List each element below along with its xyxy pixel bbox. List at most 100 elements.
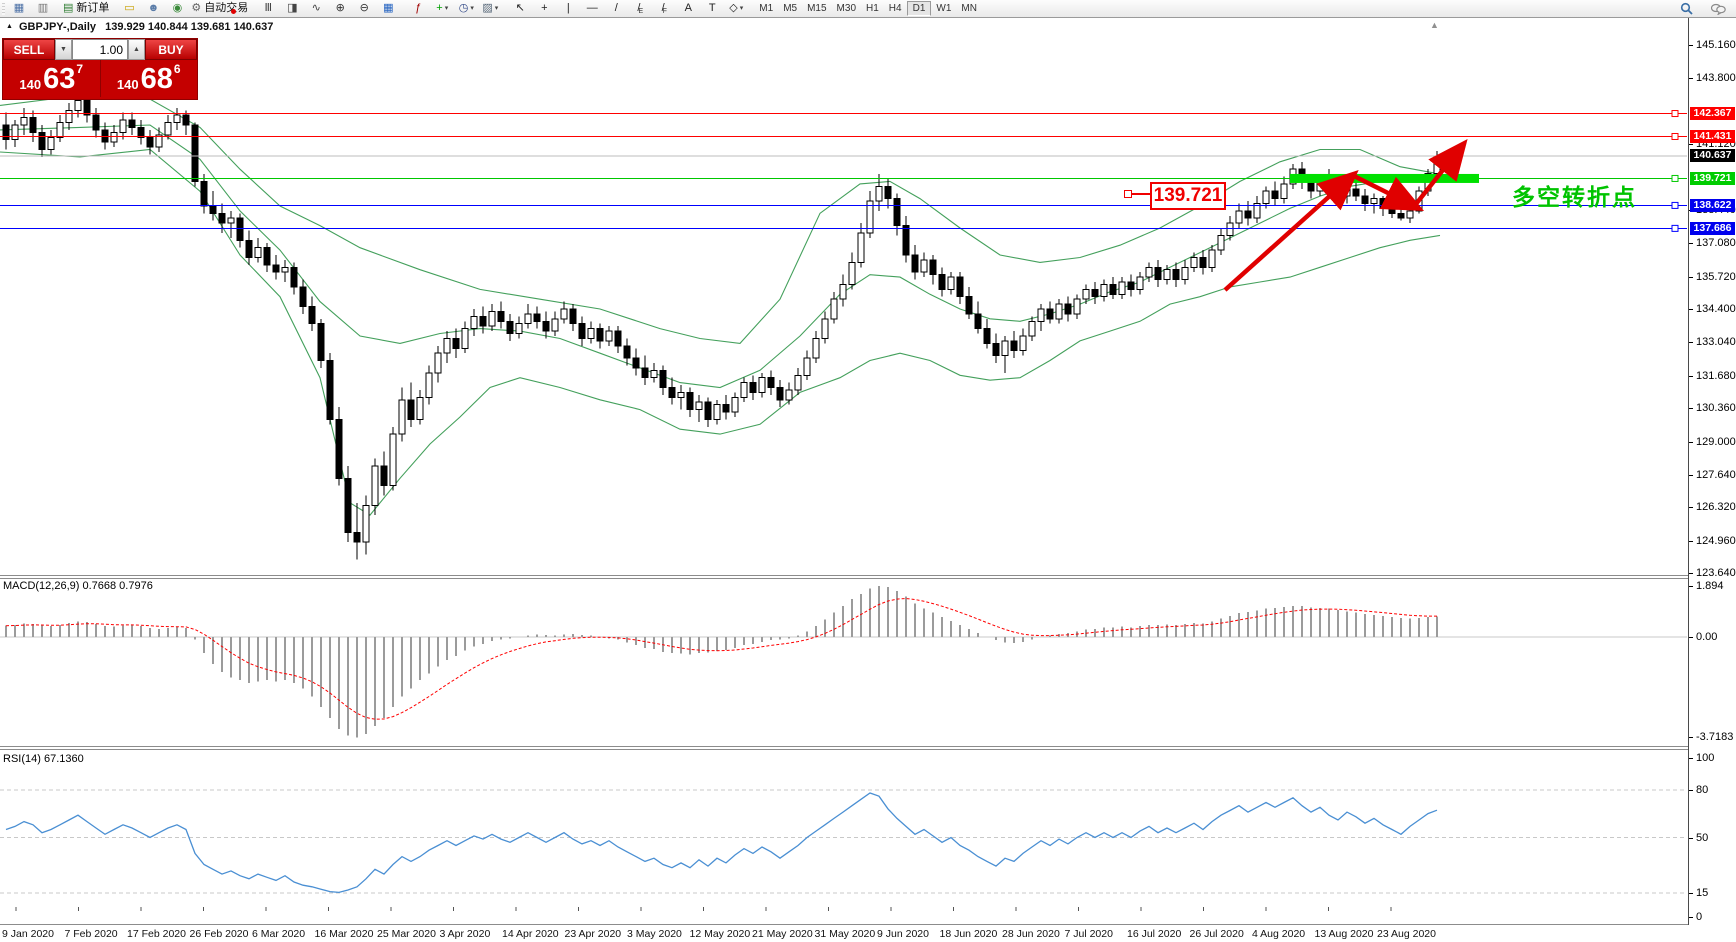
text-button[interactable]: A [676, 1, 700, 16]
candle [1037, 308, 1045, 322]
timeframe-d1-button[interactable]: D1 [906, 1, 932, 16]
candle [290, 266, 298, 288]
trendline-button[interactable]: / [604, 1, 628, 16]
candle [173, 114, 181, 124]
price-axis[interactable]: 145.160143.800141.120138.440137.080135.7… [1688, 18, 1736, 942]
autotrade-button[interactable]: ⚙ 自动交易 [189, 1, 250, 16]
new-chart-window-button[interactable]: ▦ [7, 1, 31, 16]
new-order-icon: ▤ [63, 2, 74, 14]
tile-windows-button[interactable]: ▦ [376, 1, 400, 16]
price-callout-anchor[interactable] [1124, 190, 1132, 198]
buy-button[interactable]: BUY [145, 39, 197, 60]
trend-arrow[interactable] [1223, 169, 1359, 292]
volume-increase-button[interactable]: ▲ [128, 39, 145, 60]
hline-handle[interactable] [1671, 174, 1679, 182]
price-callout-box[interactable]: 139.721 [1150, 182, 1226, 210]
candle [1118, 281, 1126, 295]
periods-button[interactable]: ◷ ▾ [454, 1, 478, 16]
toolbar-drag-handle[interactable] [2, 2, 5, 15]
fibonacci-icon: / [661, 2, 665, 14]
candle [497, 310, 505, 322]
zoom-out-button[interactable]: ⊖ [352, 1, 376, 16]
market-watch-button[interactable]: ▭ [117, 1, 141, 16]
autotrade-button-label: 自动交易 [204, 2, 249, 14]
fibonacci-button[interactable]: / F [652, 1, 676, 16]
timeframe-m1-button[interactable]: M1 [759, 3, 774, 14]
price-badge-139.721[interactable]: 139.721 [1690, 171, 1735, 185]
timeframe-h4-button[interactable]: H4 [888, 3, 902, 14]
bar-chart-button[interactable]: Ⅲ [256, 1, 280, 16]
date-axis[interactable]: 9 Jan 2020 7 Feb 2020 17 Feb 2020 26 Feb 20… [0, 925, 1736, 942]
crosshair-button[interactable]: + [532, 1, 556, 16]
price-badge-142.367[interactable]: 142.367 [1690, 107, 1735, 121]
candle [1010, 340, 1018, 352]
price-badge-141.431[interactable]: 141.431 [1690, 129, 1735, 143]
timeframe-m15-button[interactable]: M15 [807, 3, 827, 14]
buy-price[interactable]: 140 68 6 [101, 60, 198, 97]
candlestick-chart-button[interactable]: ◨ [280, 1, 304, 16]
candle [110, 131, 118, 143]
candle [551, 318, 559, 332]
candle [1082, 288, 1090, 300]
terminal-button[interactable]: ◉ [165, 1, 189, 16]
trendline-icon: / [614, 2, 618, 14]
hline-handle[interactable] [1671, 132, 1679, 140]
buy-price-base: 140 [116, 77, 139, 92]
turning-point-note[interactable]: 多空转折点 [1512, 185, 1637, 211]
trend-arrow[interactable] [1352, 173, 1425, 212]
candle [371, 465, 379, 506]
trend-arrow[interactable] [1410, 138, 1468, 211]
toolbar: ▦ ▥ ▤ 新订单 ▭ ☻ ◉ ⚙ 自动交易 Ⅲ ◨ ∿ ⊕ ⊖ ▦ ƒ + ▾ ◷ ▾ ▨ ▾ ↖ + | — / / E / F A T ◇ ▾… [0, 0, 1736, 18]
candle [839, 283, 847, 300]
price-badge-138.622[interactable]: 138.622 [1690, 198, 1735, 212]
price-badge-140.637[interactable]: 140.637 [1690, 149, 1735, 163]
vertical-line-button[interactable]: | [556, 1, 580, 16]
shapes-button[interactable]: ◇ ▾ [724, 1, 748, 16]
volume-input[interactable]: 1.00 [72, 39, 128, 60]
cursor-button[interactable]: ↖ [508, 1, 532, 16]
horizontal-line-button[interactable]: — [580, 1, 604, 16]
sell-price[interactable]: 140 63 7 [3, 60, 101, 97]
candle [929, 259, 937, 276]
hline-handle[interactable] [1671, 110, 1679, 118]
candle [974, 313, 982, 330]
new-order-button[interactable]: ▤ 新订单 [61, 1, 111, 16]
price-badge-137.686[interactable]: 137.686 [1690, 221, 1735, 235]
navigator-button[interactable]: ☻ [141, 1, 165, 16]
search-button[interactable] [1674, 1, 1698, 16]
navigator-icon: ☻ [147, 2, 160, 14]
timeframe-h1-button[interactable]: H1 [866, 3, 879, 14]
add-indicator-button[interactable]: + ▾ [430, 1, 454, 16]
macd-tick [1689, 737, 1693, 739]
macd-histogram [5, 585, 1438, 738]
templates-button[interactable]: ▨ ▾ [478, 1, 502, 16]
icon-modifier: E [638, 8, 644, 15]
cursor-icon: ↖ [515, 2, 525, 14]
icon-modifier: F [662, 8, 667, 15]
profiles-button[interactable]: ▥ [31, 1, 55, 16]
text-label-button[interactable]: T [700, 1, 724, 16]
autotrade-icon: ⚙ [191, 2, 202, 14]
sell-button[interactable]: SELL [3, 39, 55, 60]
chat-button[interactable] [1706, 1, 1730, 16]
zoom-in-button[interactable]: ⊕ [328, 1, 352, 16]
green-zone-band[interactable] [1290, 173, 1479, 183]
indicators-button[interactable]: ƒ [406, 1, 430, 16]
channel-button[interactable]: / E [628, 1, 652, 16]
candle [1244, 210, 1252, 219]
chart-canvas[interactable] [0, 18, 1736, 942]
timeframe-w1-button[interactable]: W1 [936, 3, 952, 14]
hline-handle[interactable] [1671, 201, 1679, 209]
sell-price-point: 7 [76, 62, 84, 76]
line-chart-button[interactable]: ∿ [304, 1, 328, 16]
volume-decrease-button[interactable]: ▼ [55, 39, 72, 60]
candle [533, 313, 541, 322]
timeframe-m30-button[interactable]: M30 [836, 3, 856, 14]
candle [803, 357, 811, 376]
timeframe-mn-button[interactable]: MN [961, 3, 977, 14]
timeframe-m5-button[interactable]: M5 [783, 3, 798, 14]
hline-handle[interactable] [1671, 224, 1679, 232]
candle [326, 360, 334, 420]
horizontal-line-icon: — [586, 2, 598, 14]
candle [605, 330, 613, 342]
